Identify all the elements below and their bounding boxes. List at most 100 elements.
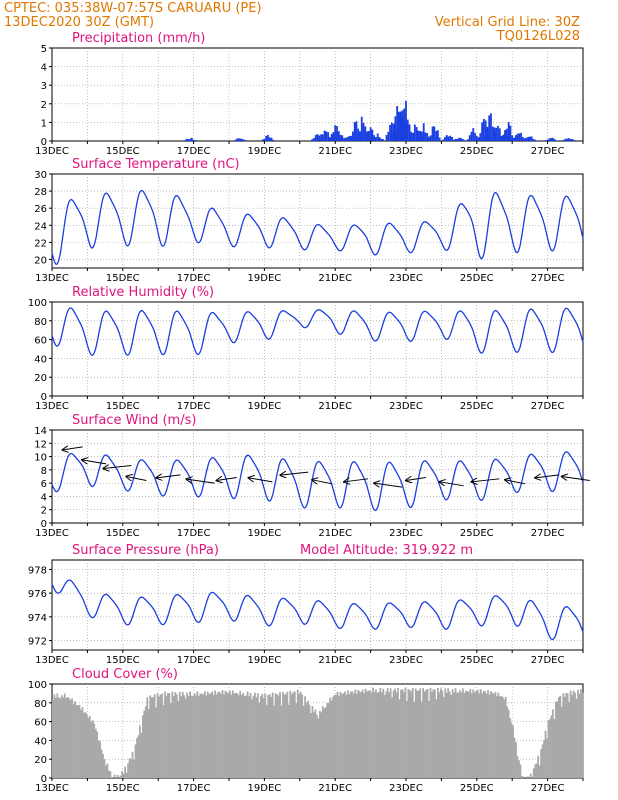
cloud-cover-bar (348, 694, 351, 778)
precip-bar (498, 128, 501, 141)
cloud-cover-bar (422, 687, 424, 778)
cloud-cover-bar (122, 773, 125, 778)
cloud-cover-bar (161, 693, 163, 778)
cloud-cover-bar (229, 690, 231, 778)
cloud-cover-bar (463, 692, 466, 778)
cloud-cover-bar (344, 691, 346, 778)
precip-bar (364, 137, 367, 141)
precip-bar (424, 132, 427, 141)
header-grid-info: Vertical Grid Line: 30Z (435, 15, 580, 30)
x-tick-label: 19DEC (248, 655, 282, 666)
y-tick-label: 20 (34, 373, 47, 384)
cloud-cover-bar (217, 691, 219, 778)
x-tick-label: 27DEC (531, 401, 565, 412)
cloud-cover-bar (432, 689, 435, 778)
cloud-cover-bar (159, 694, 162, 778)
cloud-cover-bar (223, 694, 225, 778)
cloud-cover-bar (323, 708, 326, 778)
cloud-cover-bar (547, 720, 550, 778)
panel-3: 0 2 4 6 8 10 12 14 13DEC 15DEC 17DEC 19DEC 21DEC 23DE… (34, 413, 590, 539)
cloud-cover-bar (535, 763, 538, 778)
precip-bar (410, 134, 413, 141)
precip-bar (458, 137, 460, 141)
cloud-cover-bar (562, 693, 565, 778)
x-tick-label: 15DEC (106, 783, 140, 794)
cloud-cover-bar (466, 691, 469, 778)
cloud-cover-bar (462, 688, 464, 778)
cloud-cover-bar (493, 693, 495, 778)
precip-bar (534, 139, 537, 141)
cloud-cover-bar (249, 692, 252, 778)
x-tick-label: 17DEC (177, 783, 211, 794)
cloud-cover-bar (308, 704, 311, 778)
cloud-cover-bar (578, 693, 581, 778)
cloud-cover-bar (568, 701, 571, 778)
y-tick-label: 30 (34, 170, 47, 181)
precip-bar (505, 128, 508, 141)
precip-bar (344, 137, 347, 141)
y-tick-label: 40 (34, 736, 47, 747)
cloud-cover-bar (394, 688, 396, 778)
cloud-cover-bar (364, 688, 367, 778)
precip-bar (495, 127, 498, 141)
y-tick-label: 978 (28, 565, 47, 576)
precip-bar (548, 138, 551, 141)
cloud-cover-bar (311, 706, 314, 778)
panel-4: 972 974 976 978 13DEC 15DEC 17DEC 19DEC 21DEC 23D… (28, 543, 584, 666)
precip-bar (185, 138, 188, 141)
cloud-cover-bar (541, 744, 544, 778)
cloud-cover-bar (57, 697, 60, 778)
y-tick-label: 24 (34, 221, 47, 232)
cloud-cover-bar (78, 704, 81, 778)
precip-bar (392, 131, 395, 141)
precip-bar (346, 137, 349, 141)
cloud-cover-bar (136, 738, 138, 778)
cloud-cover-bar (139, 725, 141, 778)
cloud-cover-bar (475, 691, 478, 778)
cloud-cover-bar (192, 696, 194, 778)
x-tick-label: 25DEC (460, 783, 494, 794)
cloud-cover-bar (351, 691, 354, 778)
precip-bar (267, 134, 269, 141)
precip-bar (532, 139, 535, 141)
cloud-cover-bar (74, 701, 76, 778)
cloud-cover-bar (53, 694, 56, 778)
cloud-cover-bar (282, 692, 284, 778)
precip-bar (187, 139, 190, 141)
precip-bar (516, 133, 519, 141)
cloud-cover-bar (398, 699, 401, 778)
precip-bar (523, 140, 526, 141)
x-tick-label: 17DEC (177, 146, 211, 157)
cloud-cover-bar (99, 741, 101, 778)
cloud-cover-bar (498, 696, 501, 778)
cloud-cover-bar (487, 690, 489, 778)
cloud-cover-bar (202, 694, 205, 778)
cloud-cover-bar (444, 688, 447, 778)
cloud-cover-bar (91, 720, 94, 778)
x-tick-label: 19DEC (248, 528, 282, 539)
precip-bar (530, 136, 533, 141)
x-tick-label: 21DEC (318, 401, 352, 412)
x-tick-label: 15DEC (106, 146, 140, 157)
cloud-cover-bar (164, 691, 166, 778)
y-tick-label: 1 (41, 118, 47, 129)
cloud-cover-bar (239, 690, 242, 778)
cloud-cover-bar (143, 710, 146, 778)
wind-vector-arrow (280, 472, 309, 475)
precip-bar (459, 138, 462, 141)
cloud-cover-bar (153, 694, 156, 778)
cloud-cover-bar (377, 691, 380, 778)
precip-bar (332, 131, 335, 141)
precip-bar (362, 122, 365, 141)
cloud-cover-bar (296, 689, 299, 778)
cloud-cover-bar (336, 691, 339, 778)
x-tick-label: 13DEC (35, 655, 69, 666)
x-tick-label: 21DEC (318, 273, 352, 284)
cloud-cover-bar (465, 690, 467, 778)
precip-bar (472, 128, 475, 141)
cloud-cover-bar (259, 695, 262, 778)
cloud-cover-bar (538, 765, 541, 778)
cloud-cover-bar (84, 712, 87, 778)
precip-bar (488, 115, 491, 141)
cloud-cover-bar (546, 738, 548, 778)
